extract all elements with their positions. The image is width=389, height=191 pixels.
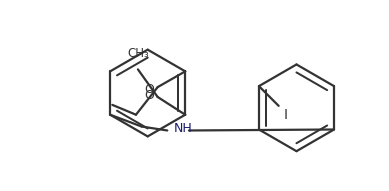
Text: O: O (144, 88, 154, 101)
Text: NH: NH (174, 122, 193, 135)
Text: I: I (284, 108, 287, 122)
Text: O: O (144, 83, 154, 96)
Text: CH₃: CH₃ (127, 47, 149, 60)
